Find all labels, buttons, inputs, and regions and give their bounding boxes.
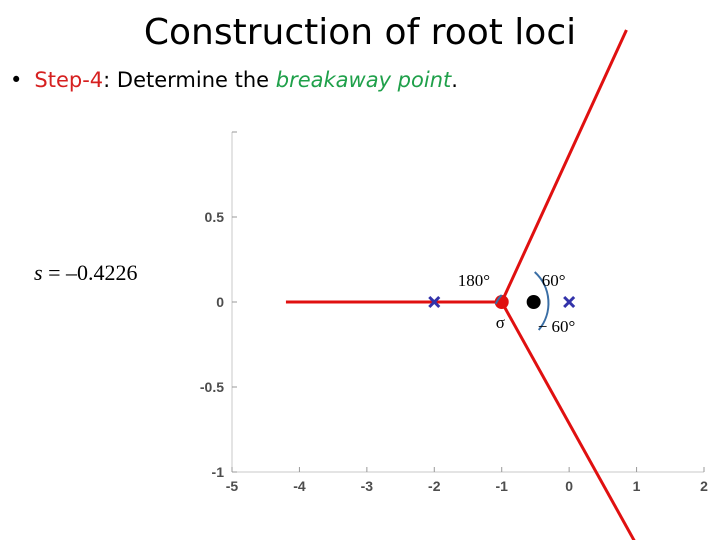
label-sigma: σ (496, 313, 505, 332)
label-minus-60-degrees: − 60° (538, 317, 576, 336)
breakaway-point-dot (526, 295, 541, 309)
bullet-text-a: : Determine the (103, 68, 276, 92)
label-180-degrees: 180° (458, 271, 490, 290)
pole-stroke (563, 295, 576, 309)
equation-value: = –0.4226 (42, 260, 138, 285)
y-tick-label: 0 (216, 294, 224, 310)
x-tick-label: -2 (428, 478, 441, 494)
x-tick-label: 2 (700, 478, 708, 494)
pole-markers (428, 295, 576, 309)
bullet-step-4: • Step-4: Determine the breakaway point. (10, 68, 458, 92)
breakaway-term: breakaway point (275, 68, 452, 92)
locus-branches (285, 29, 636, 540)
x-tick-label: -4 (293, 478, 306, 494)
slide-title: Construction of root loci (143, 12, 577, 53)
bullet-dot: • (10, 68, 23, 92)
equation-var: s (34, 260, 43, 285)
pole-x-marker (428, 295, 441, 309)
pole-stroke (428, 295, 441, 309)
angle-annotations: 180° 60° − 60° σ (458, 271, 576, 336)
locus-branch (500, 29, 628, 303)
bullet-text-b: . (451, 68, 458, 92)
x-tick-label: -3 (361, 478, 374, 494)
arc-180 (494, 294, 503, 305)
y-tick-label: -0.5 (200, 379, 224, 395)
y-tick-label: 0.5 (205, 209, 225, 225)
plot-axes: -5 -4 -3 -2 -1 0 1 2 0.5 0 -0.5 -1 (200, 131, 708, 494)
x-tick-label: -1 (495, 478, 508, 494)
arc-60 (534, 271, 550, 331)
label-60-degrees: 60° (542, 271, 566, 290)
pole-x-marker (563, 295, 576, 309)
breakaway-equation: s = –0.4226 (34, 260, 137, 286)
x-tick-label: 0 (565, 478, 573, 494)
step-label: Step-4 (34, 68, 104, 92)
x-tick-label: -5 (226, 478, 239, 494)
x-tick-label: 1 (633, 478, 641, 494)
y-tick-label: -1 (212, 464, 225, 480)
locus-branch (500, 301, 636, 540)
